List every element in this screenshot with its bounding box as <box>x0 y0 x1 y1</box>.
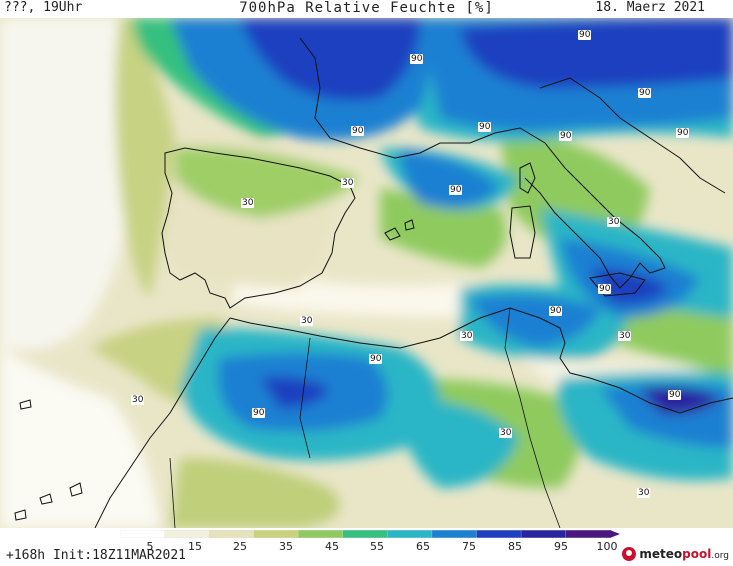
colorbar-cell <box>253 530 299 538</box>
colorbar-tick: 5 <box>146 540 154 553</box>
contour-label: 30 <box>131 395 145 405</box>
colorbar-cell <box>208 530 255 538</box>
contour-label: 90 <box>668 390 682 400</box>
colorbar-cell <box>520 530 567 538</box>
contour-label: 30 <box>460 331 474 341</box>
colorbar-tick: 65 <box>416 540 430 553</box>
header-time-label: ???, 19Uhr <box>4 0 83 15</box>
colorbar-tick: 35 <box>279 540 293 553</box>
meteopool-logo-icon <box>622 547 637 561</box>
contour-label: 90 <box>351 126 365 136</box>
colorbar-cell <box>431 530 478 538</box>
logo-text: meteopool.org <box>639 547 729 561</box>
colorbar-cell <box>565 530 611 538</box>
contour-label: 90 <box>449 185 463 195</box>
contour-label: 30 <box>341 178 355 188</box>
contour-label: 90 <box>549 306 563 316</box>
colorbar-tick: 75 <box>462 540 476 553</box>
meteopool-logo[interactable]: meteopool.org <box>622 544 729 564</box>
contour-label: 30 <box>637 488 651 498</box>
contour-label: 30 <box>300 316 314 326</box>
colorbar-cell <box>164 530 210 538</box>
colorbar-tick: 95 <box>554 540 568 553</box>
init-time-label: +168h Init:18Z11MAR2021 <box>6 548 187 563</box>
header-date: 18. Maerz 2021 <box>595 0 705 15</box>
contour-label: 30 <box>607 217 621 227</box>
contour-label: 90 <box>410 54 424 64</box>
colorbar-tick: 55 <box>370 540 384 553</box>
colorbar-cell <box>342 530 389 538</box>
legend-area: 5 15 25 35 45 55 65 75 85 95 100 +168h I… <box>0 528 733 566</box>
map-title: 700hPa Relative Feuchte [%] <box>239 0 494 16</box>
contour-label: 90 <box>369 354 383 364</box>
colorbar-cell <box>298 530 344 538</box>
header-bar: ???, 19Uhr 700hPa Relative Feuchte [%] 1… <box>0 0 733 18</box>
contour-label: 30 <box>499 428 513 438</box>
contour-label: 90 <box>598 284 612 294</box>
colorbar-tick: 15 <box>188 540 202 553</box>
colorbar <box>120 530 620 538</box>
colorbar-cell <box>387 530 433 538</box>
coastlines <box>14 37 733 528</box>
contour-label: 90 <box>252 408 266 418</box>
contour-label: 90 <box>478 122 492 132</box>
contour-label: 30 <box>241 198 255 208</box>
colorbar-tick: 85 <box>508 540 522 553</box>
contour-label: 90 <box>676 128 690 138</box>
colorbar-tick: 45 <box>325 540 339 553</box>
contour-label: 90 <box>559 131 573 141</box>
colorbar-tick: 25 <box>233 540 247 553</box>
contour-label: 30 <box>618 331 632 341</box>
colorbar-cell <box>120 530 166 538</box>
contour-label: 90 <box>578 30 592 40</box>
colorbar-arrow-icon <box>610 530 620 538</box>
contour-label: 90 <box>638 88 652 98</box>
humidity-map: 90 90 90 90 90 90 90 90 90 90 90 90 90 3… <box>0 18 733 528</box>
colorbar-tick: 100 <box>596 540 618 553</box>
humidity-field <box>0 18 733 528</box>
colorbar-cell <box>476 530 522 538</box>
